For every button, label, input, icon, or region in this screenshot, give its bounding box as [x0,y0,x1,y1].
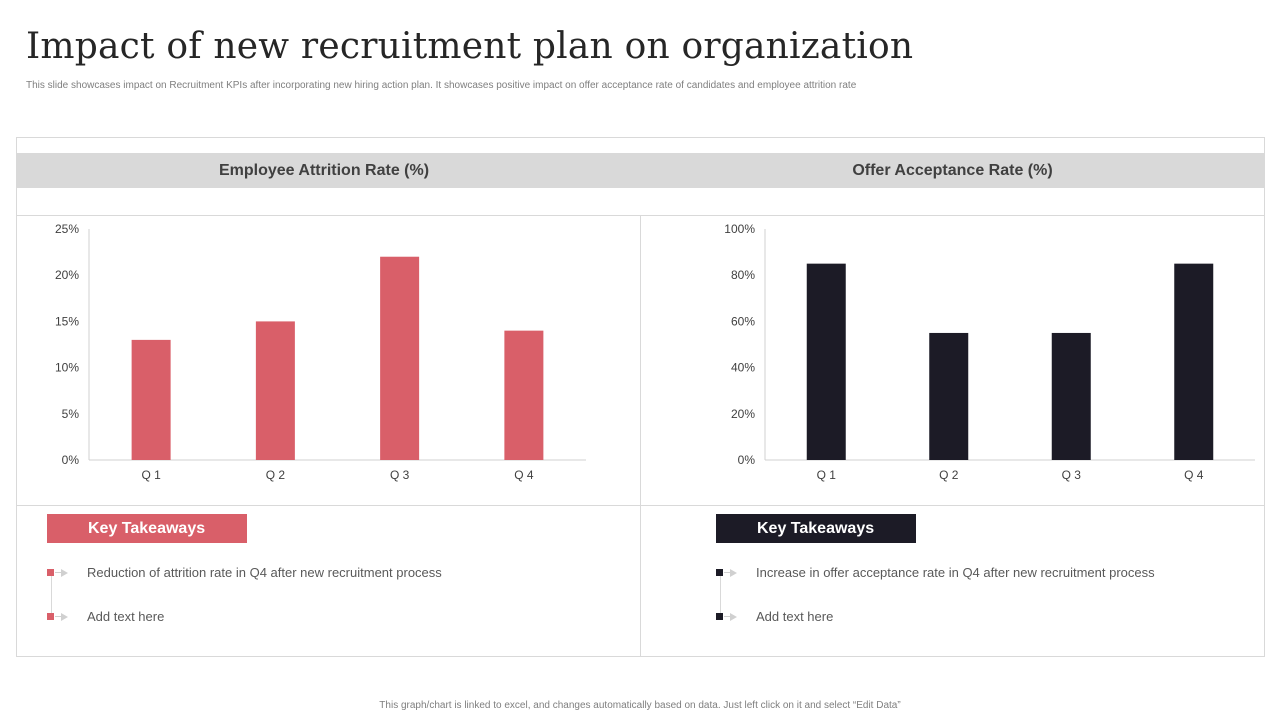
panel-header-band [16,153,1265,188]
acceptance-bar-chart: 0% 20% 40% 60% 80% 100% Q 1 Q 2 Q 3 Q 4 [724,222,1255,482]
y-tick-label: 20% [55,268,79,282]
left-bullet-connector [51,576,52,616]
attrition-bar-chart: 0% 5% 10% 15% 20% 25% Q 1 Q 2 Q 3 Q 4 [55,222,586,482]
y-tick-label: 80% [731,268,755,282]
footer-note: This graph/chart is linked to excel, and… [379,700,901,711]
left-bullet-arrow-icon-1 [61,569,68,577]
right-key-takeaways-badge: Key Takeaways [716,514,916,543]
y-tick-label: 10% [55,361,79,375]
y-tick-label: 40% [731,361,755,375]
bar-q1 [806,263,846,460]
x-tick-label: Q 3 [390,468,410,482]
page-title: Impact of new recruitment plan on organi… [26,26,914,67]
bar-q4 [1174,263,1214,460]
bar-q3 [380,256,420,460]
bar-q2 [929,332,969,460]
y-tick-label: 100% [724,222,755,236]
left-bullet-arrow-tail-2 [55,616,61,617]
right-bullet-arrow-tail-2 [724,616,730,617]
attrition-panel-title: Employee Attrition Rate (%) [218,162,430,179]
left-bullet-text-2: Add text here [87,609,165,624]
left-bullet-arrow-tail-1 [55,572,61,573]
y-tick-label: 60% [731,314,755,328]
y-tick-label: 5% [62,407,80,421]
x-tick-label: Q 1 [817,468,837,482]
right-bullet-text-1: Increase in offer acceptance rate in Q4 … [756,565,1155,580]
y-tick-label: 0% [62,453,80,467]
x-tick-label: Q 4 [1184,468,1204,482]
x-tick-label: Q 3 [1062,468,1082,482]
right-bullet-arrow-tail-1 [724,572,730,573]
y-tick-label: 0% [738,453,756,467]
y-tick-label: 20% [731,407,755,421]
right-bullet-connector [720,576,721,616]
x-tick-label: Q 1 [141,468,161,482]
bar-q1 [131,339,171,460]
panel-center-divider [640,215,641,657]
right-bullet-text-2: Add text here [756,609,834,624]
x-tick-label: Q 2 [939,468,959,482]
y-tick-label: 25% [55,222,79,236]
y-tick-label: 15% [55,314,79,328]
right-bullet-arrow-icon-2 [730,613,737,621]
left-bullet-marker-1 [47,569,54,576]
page-subtitle: This slide showcases impact on Recruitme… [26,80,857,91]
bar-q4 [504,330,544,460]
bar-q3 [1051,332,1091,460]
right-bullet-marker-2 [716,613,723,620]
left-bullet-marker-2 [47,613,54,620]
acceptance-panel-title: Offer Acceptance Rate (%) [852,162,1053,179]
right-bullet-arrow-icon-1 [730,569,737,577]
right-bullet-marker-1 [716,569,723,576]
left-bullet-text-1: Reduction of attrition rate in Q4 after … [87,565,442,580]
x-tick-label: Q 2 [266,468,286,482]
bar-q2 [255,321,295,460]
left-bullet-arrow-icon-2 [61,613,68,621]
left-key-takeaways-badge: Key Takeaways [47,514,247,543]
x-tick-label: Q 4 [514,468,534,482]
